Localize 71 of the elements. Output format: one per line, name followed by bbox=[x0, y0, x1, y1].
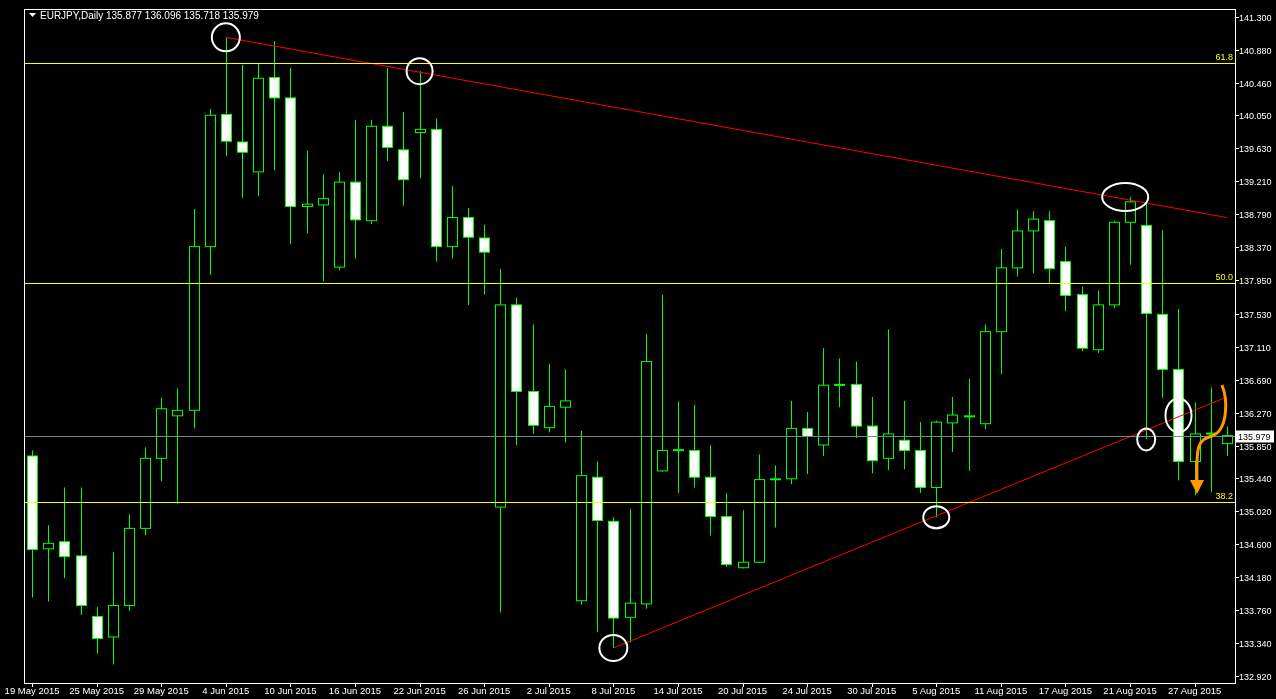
candlestick bbox=[463, 207, 475, 306]
candlestick bbox=[237, 64, 249, 199]
y-tick-label: 136.690 bbox=[1239, 375, 1272, 386]
y-tick-label: 137.110 bbox=[1239, 342, 1271, 353]
annotation: 38.2 bbox=[1215, 491, 1233, 502]
y-tick-label: 134.180 bbox=[1239, 572, 1272, 583]
x-tick-label: 10 Jun 2015 bbox=[264, 685, 317, 696]
x-tick-label: 22 Jun 2015 bbox=[393, 685, 446, 696]
candlestick bbox=[302, 150, 314, 234]
x-tick-label: 27 Aug 2015 bbox=[1167, 685, 1222, 696]
x-tick-label: 11 Aug 2015 bbox=[974, 685, 1028, 696]
candlestick bbox=[625, 508, 637, 643]
candlestick bbox=[964, 378, 976, 472]
y-tick-label: 135.440 bbox=[1239, 473, 1272, 484]
y-tick-label: 135.020 bbox=[1239, 506, 1272, 517]
candlestick bbox=[560, 368, 572, 444]
y-tick-label: 140.460 bbox=[1239, 78, 1272, 89]
x-tick-label: 30 Jul 2015 bbox=[847, 685, 897, 696]
y-tick-label: 135.850 bbox=[1239, 441, 1272, 452]
y-tick-label: 140.880 bbox=[1239, 45, 1272, 56]
candlestick bbox=[479, 224, 491, 296]
y-tick-label: 139.210 bbox=[1239, 176, 1272, 187]
x-tick-label: 8 Jul 2015 bbox=[591, 685, 636, 696]
x-tick-label: 24 Jul 2015 bbox=[782, 685, 832, 696]
y-tick-label: 137.530 bbox=[1239, 309, 1272, 320]
x-tick-label: 21 Aug 2015 bbox=[1103, 685, 1157, 696]
candlestick bbox=[1124, 196, 1136, 266]
candlestick bbox=[657, 294, 669, 473]
y-tick-label: 133.340 bbox=[1239, 638, 1272, 649]
annotation: 61.8 bbox=[1215, 51, 1233, 62]
candlestick bbox=[947, 396, 959, 453]
y-tick-label: 134.600 bbox=[1239, 539, 1272, 550]
ref-line-label: 135.979 bbox=[1238, 431, 1271, 442]
x-tick-label: 2 Jul 2015 bbox=[526, 685, 571, 696]
y-tick-label: 140.050 bbox=[1239, 110, 1272, 121]
chart-title: EURJPY,Daily 135.877 136.096 135.718 135.979 bbox=[40, 10, 260, 21]
candlestick bbox=[770, 464, 782, 529]
y-tick-label: 139.630 bbox=[1239, 143, 1272, 154]
candlestick bbox=[382, 67, 394, 162]
x-tick-label: 19 May 2015 bbox=[4, 685, 60, 696]
candlestick bbox=[318, 173, 330, 282]
candlestick bbox=[899, 400, 911, 470]
y-tick-label: 133.760 bbox=[1239, 605, 1272, 616]
y-tick-label: 138.370 bbox=[1239, 242, 1272, 253]
x-tick-label: 4 Jun 2015 bbox=[202, 685, 250, 696]
candlestick bbox=[269, 40, 281, 171]
x-tick-label: 17 Aug 2015 bbox=[1038, 685, 1093, 696]
y-tick-label: 132.920 bbox=[1239, 671, 1272, 682]
candlestick bbox=[42, 524, 55, 603]
x-tick-label: 14 Jul 2015 bbox=[653, 685, 703, 696]
annotation: 50.0 bbox=[1215, 271, 1233, 282]
candlestick bbox=[802, 411, 814, 475]
candlestick bbox=[1027, 210, 1039, 274]
x-tick-label: 25 May 2015 bbox=[69, 685, 125, 696]
y-tick-label: 138.790 bbox=[1239, 209, 1272, 220]
y-tick-label: 141.300 bbox=[1239, 12, 1272, 23]
x-tick-label: 5 Aug 2015 bbox=[912, 685, 961, 696]
candlestick bbox=[58, 486, 71, 579]
x-tick-label: 26 Jun 2015 bbox=[458, 685, 511, 696]
candlestick bbox=[544, 363, 556, 433]
x-tick-label: 20 Jul 2015 bbox=[717, 685, 768, 696]
candlestick bbox=[738, 509, 750, 569]
candlestick bbox=[172, 387, 184, 505]
y-tick-label: 137.950 bbox=[1239, 275, 1272, 286]
x-tick-label: 29 May 2015 bbox=[133, 685, 189, 696]
candlestick bbox=[673, 401, 685, 494]
x-tick-label: 16 Jun 2015 bbox=[328, 685, 382, 696]
y-tick-label: 136.270 bbox=[1239, 408, 1272, 419]
candlestick bbox=[415, 70, 427, 179]
candlestick bbox=[91, 606, 104, 654]
candlestick bbox=[834, 357, 846, 408]
